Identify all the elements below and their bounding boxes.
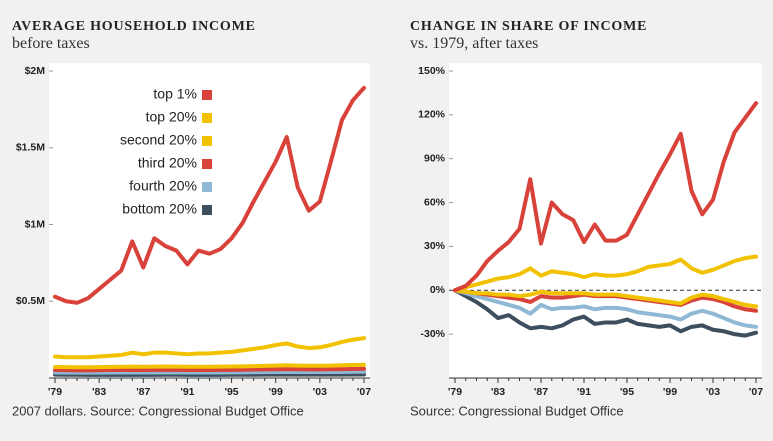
y-tick-label: $1M bbox=[25, 218, 46, 230]
series-line bbox=[53, 366, 366, 373]
x-tick-label: '07 bbox=[749, 386, 763, 398]
series-line bbox=[453, 101, 758, 293]
x-tick-label: '79 bbox=[448, 386, 462, 398]
y-tick-label: 120% bbox=[418, 109, 446, 121]
y-tick-label: $1.5M bbox=[16, 142, 45, 154]
legend-label: second 20% bbox=[120, 132, 197, 148]
plot-area bbox=[449, 63, 762, 378]
x-tick-label: '95 bbox=[224, 386, 238, 398]
series-line bbox=[453, 254, 758, 293]
x-tick-label: '91 bbox=[577, 386, 591, 398]
y-tick-label: 90% bbox=[424, 152, 446, 164]
x-tick-label: '99 bbox=[663, 386, 677, 398]
x-tick-label: '79 bbox=[48, 386, 62, 398]
legend-swatch bbox=[202, 182, 212, 192]
y-tick-label: $0.5M bbox=[16, 295, 45, 307]
legend-label: fourth 20% bbox=[129, 178, 197, 194]
legend-label: top 20% bbox=[146, 109, 197, 125]
y-tick-label: 60% bbox=[424, 196, 446, 208]
legend-label: third 20% bbox=[138, 155, 197, 171]
x-tick-label: '83 bbox=[92, 386, 106, 398]
x-tick-label: '95 bbox=[620, 386, 634, 398]
legend-swatch bbox=[202, 205, 212, 215]
chart-title: AVERAGE HOUSEHOLD INCOME bbox=[12, 19, 256, 34]
series-line bbox=[453, 288, 758, 329]
series-line bbox=[453, 288, 758, 338]
y-tick-label: 0% bbox=[430, 284, 446, 296]
x-tick-label: '83 bbox=[491, 386, 505, 398]
chart-subtitle: vs. 1979, after taxes bbox=[410, 35, 538, 52]
x-tick-label: '03 bbox=[313, 386, 327, 398]
x-tick-label: '99 bbox=[269, 386, 283, 398]
y-tick-label: 30% bbox=[424, 240, 446, 252]
plot-area bbox=[49, 63, 370, 378]
y-tick-label: 150% bbox=[418, 65, 446, 77]
x-tick-label: '91 bbox=[180, 386, 194, 398]
x-tick-label: '03 bbox=[706, 386, 720, 398]
legend-label: top 1% bbox=[153, 86, 197, 102]
series-line bbox=[453, 288, 758, 309]
y-tick-label: $2M bbox=[25, 65, 46, 77]
chart-title: CHANGE IN SHARE OF INCOME bbox=[410, 19, 647, 34]
series-line bbox=[53, 336, 366, 360]
source-note: Source: Congressional Budget Office bbox=[410, 403, 624, 418]
series-line bbox=[53, 369, 366, 375]
legend-swatch bbox=[202, 136, 212, 146]
legend-swatch bbox=[202, 113, 212, 123]
x-tick-label: '07 bbox=[357, 386, 371, 398]
chart-subtitle: before taxes bbox=[12, 35, 90, 52]
legend-label: bottom 20% bbox=[122, 201, 197, 217]
x-tick-label: '87 bbox=[534, 386, 548, 398]
x-tick-label: '87 bbox=[136, 386, 150, 398]
series-line bbox=[53, 362, 366, 370]
legend-swatch bbox=[202, 90, 212, 100]
legend-swatch bbox=[202, 159, 212, 169]
series-line bbox=[53, 85, 366, 305]
source-note: 2007 dollars. Source: Congressional Budg… bbox=[12, 403, 304, 418]
y-tick-label: -30% bbox=[420, 328, 445, 340]
